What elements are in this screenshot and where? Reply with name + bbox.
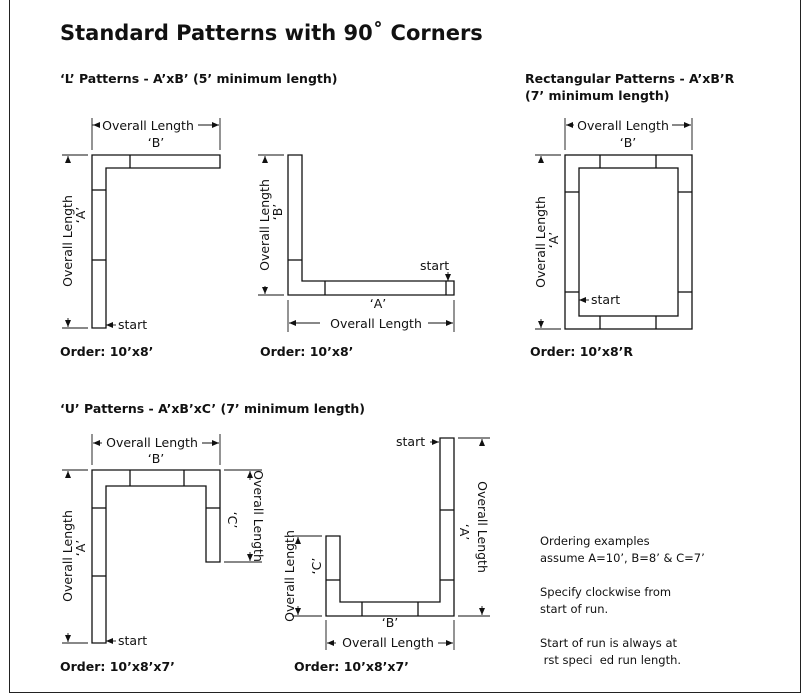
order-u1: Order: 10’x8’x7’ xyxy=(60,659,175,674)
a-label: ‘A’ xyxy=(370,296,387,311)
rect-patterns-heading: Rectangular Patterns - A’xB’R xyxy=(525,71,735,86)
overall-length-label: Overall Length xyxy=(282,530,297,622)
note-line: rst speci ed run length. xyxy=(540,653,681,667)
ordering-notes: Ordering examples assume A=10’, B=8’ & C… xyxy=(540,534,705,667)
order-l2: Order: 10’x8’ xyxy=(260,344,353,359)
overall-length-label: Overall Length xyxy=(251,470,266,562)
page-title: Standard Patterns with 90˚ Corners xyxy=(60,21,483,45)
overall-length-label: Overall Length xyxy=(342,635,434,650)
drawing-sheet xyxy=(9,0,801,693)
a-label: ‘A’ xyxy=(73,207,88,224)
overall-length-label: Overall Length xyxy=(577,118,669,133)
overall-length-label: Overall Length xyxy=(257,179,272,271)
note-line: Specify clockwise from xyxy=(540,585,671,599)
b-label: ‘B’ xyxy=(148,451,165,466)
a-label: ‘A’ xyxy=(73,540,88,557)
overall-length-label: Overall Length xyxy=(533,196,548,288)
overall-length-label: Overall Length xyxy=(475,481,490,573)
c-label: ‘C’ xyxy=(225,512,240,529)
order-u2: Order: 10’x8’x7’ xyxy=(294,659,409,674)
note-line: Start of run is always at xyxy=(540,636,677,650)
note-line: assume A=10’, B=8’ & C=7’ xyxy=(540,551,705,565)
start-label: start xyxy=(396,434,425,449)
overall-length-label: Overall Length xyxy=(60,195,75,287)
start-label: start xyxy=(118,633,147,648)
b-label: ‘B’ xyxy=(382,615,399,630)
note-line: Ordering examples xyxy=(540,534,650,548)
b-label: ‘B’ xyxy=(620,135,637,150)
overall-length-label: Overall Length xyxy=(102,118,194,133)
u-pattern-2: Overall Length ‘C’ Overall Length ‘A’ Ov… xyxy=(282,434,490,674)
b-label: ‘B’ xyxy=(148,135,165,150)
l-patterns-heading: ‘L’ Patterns - A’xB’ (5’ minimum length) xyxy=(60,71,338,86)
u-pattern-1: Overall Length ‘B’ Overall Length ‘A’ Ov… xyxy=(60,434,266,674)
a-label: ‘A’ xyxy=(457,524,472,541)
start-label: start xyxy=(420,258,449,273)
l-pattern-2: Overall Length ‘B’ Overall Length ‘A’ st… xyxy=(257,154,455,359)
overall-length-label: Overall Length xyxy=(330,316,422,331)
order-l1: Order: 10’x8’ xyxy=(60,344,153,359)
rect-patterns-heading-2: (7’ minimum length) xyxy=(525,88,670,103)
l-pattern-1: Overall Length ‘B’ Overall Length ‘A’ st… xyxy=(60,118,221,359)
c-label: ‘C’ xyxy=(309,558,324,575)
start-label: start xyxy=(118,317,147,332)
order-rect: Order: 10’x8’R xyxy=(530,344,633,359)
note-line: start of run. xyxy=(540,602,608,616)
overall-length-label: Overall Length xyxy=(106,435,198,450)
b-label: ‘B’ xyxy=(270,204,285,221)
u-patterns-heading: ‘U’ Patterns - A’xB’xC’ (7’ minimum leng… xyxy=(60,401,365,416)
rect-pattern: Overall Length ‘B’ Overall Length ‘A’ st… xyxy=(530,118,693,359)
overall-length-label: Overall Length xyxy=(60,510,75,602)
start-label: start xyxy=(591,292,620,307)
a-label: ‘A’ xyxy=(546,232,561,249)
